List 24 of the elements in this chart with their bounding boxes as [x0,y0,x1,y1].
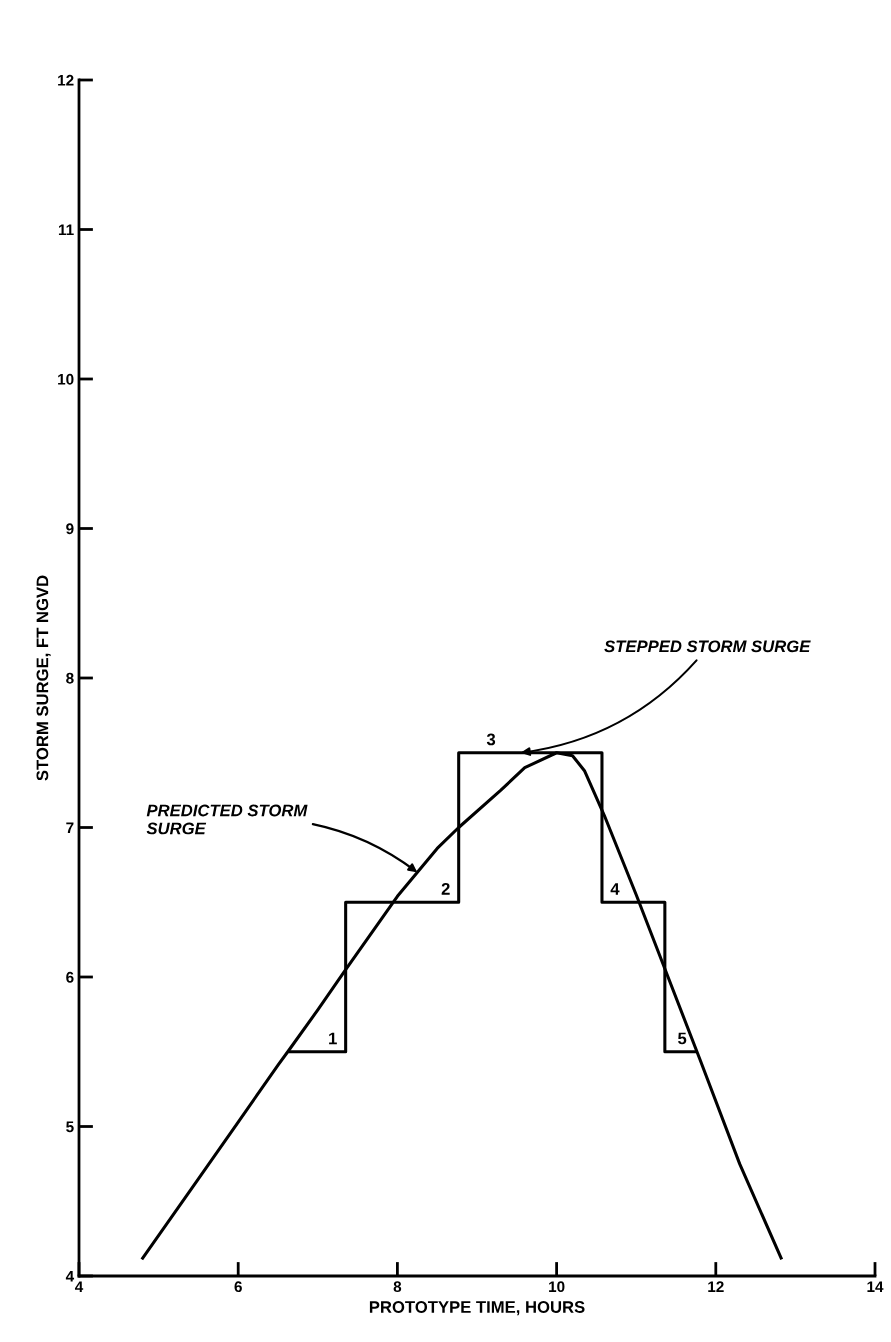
annotation: PREDICTED STORM SURGE [146,804,308,835]
y-axis-title: STORM SURGE, FT NGVD [36,575,51,781]
y-tick-label: 10 [58,373,74,385]
x-axis-title: PROTOTYPE TIME, HOURS [369,1301,585,1316]
y-tick-label: 6 [66,971,74,983]
y-tick-label: 8 [66,672,74,684]
y-tick-label: 9 [66,523,74,535]
annotation: 1 [329,1032,337,1045]
x-tick-label: 4 [74,1281,84,1292]
annotation: 3 [486,733,496,746]
annotation: 2 [441,882,450,895]
annotation: STEPPED STORM SURGE [604,640,811,653]
y-tick-label: 11 [58,224,74,236]
annotation: 4 [610,883,620,895]
annotation: 5 [678,1032,687,1045]
x-tick-label: 14 [867,1281,884,1292]
x-tick-label: 12 [708,1281,724,1292]
y-tick-label: 4 [65,1271,75,1282]
x-tick-label: 8 [393,1281,402,1293]
y-tick-label: 7 [66,822,74,834]
x-tick-label: 6 [234,1281,242,1293]
x-tick-label: 10 [549,1281,565,1293]
y-tick-label: 5 [66,1121,74,1133]
y-tick-label: 12 [58,74,74,86]
